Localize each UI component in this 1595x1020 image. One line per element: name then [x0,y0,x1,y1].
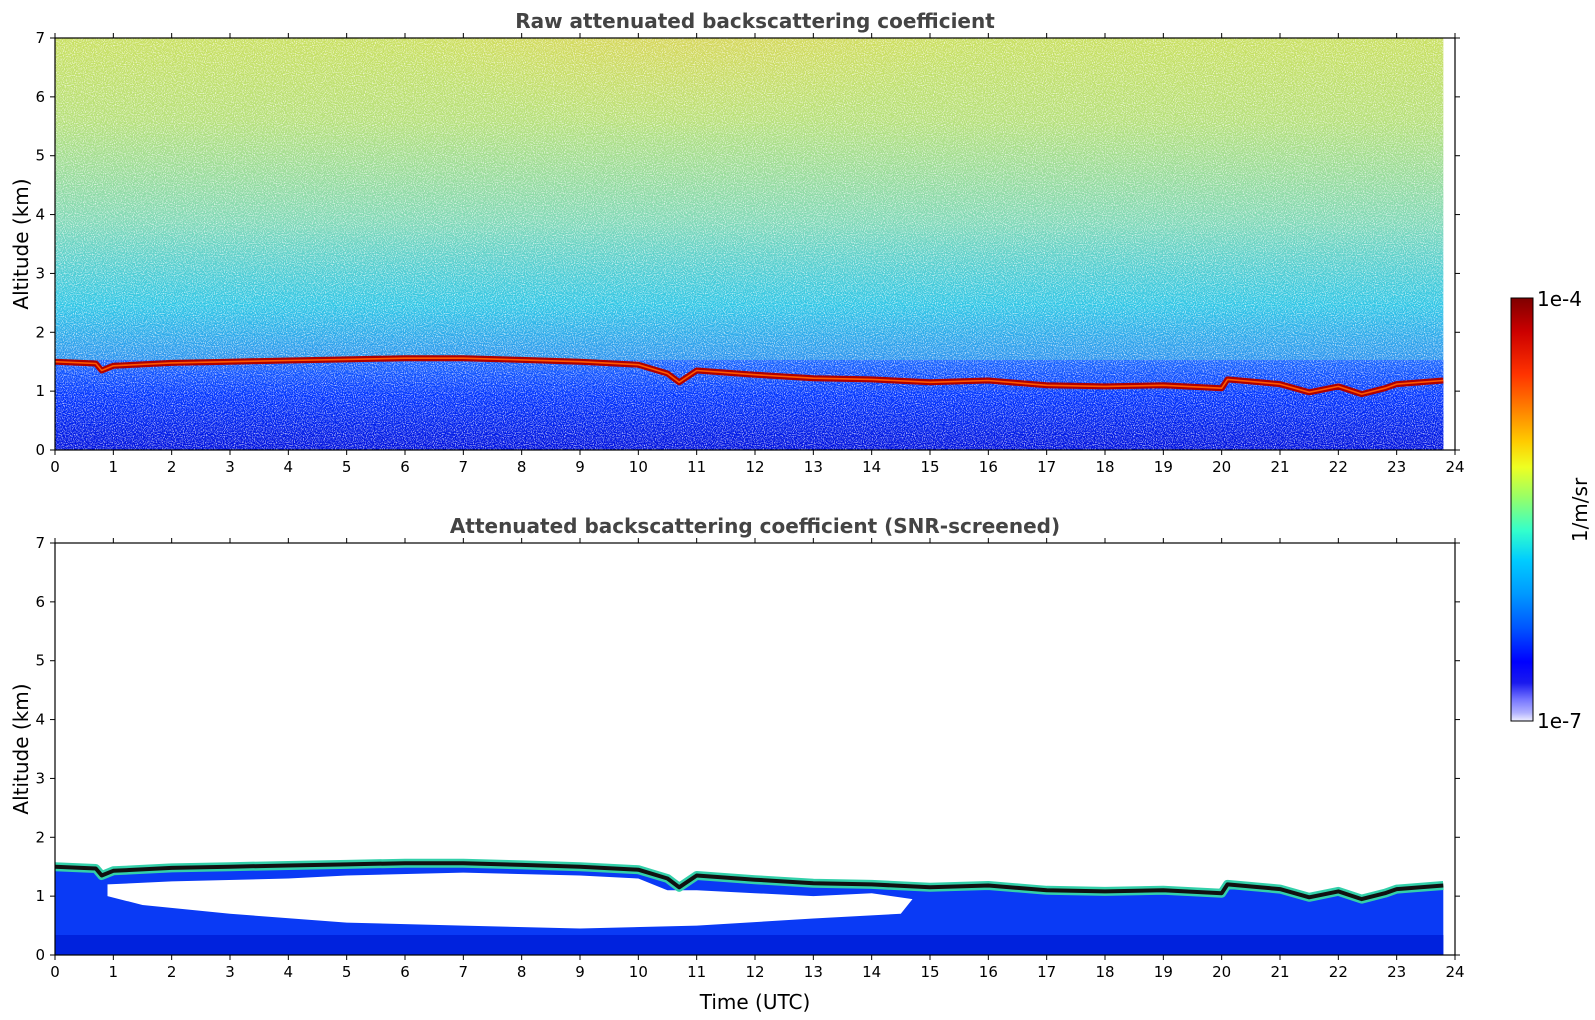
x-axis-label: Time (UTC) [699,990,811,1014]
x-tick-label: 20 [1212,963,1231,981]
x-tick-label: 6 [400,963,410,981]
x-tick-label: 0 [50,963,60,981]
x-tick-label: 9 [575,963,585,981]
x-axis: 0 1 2 3 4 5 6 7 8 9 10 11 12 13 14 15 16 17 18 19 20 21 22 23 24 [50,33,1465,476]
y-tick-label: 1 [35,887,45,905]
y-tick-label: 2 [35,323,45,341]
x-tick-label: 10 [629,963,648,981]
x-tick-label: 2 [167,963,177,981]
y-tick-label: 1 [35,382,45,400]
x-tick-label: 13 [804,458,823,476]
x-tick-label: 12 [745,963,764,981]
x-tick-label: 17 [1037,963,1056,981]
x-tick-label: 23 [1387,963,1406,981]
colorbar-max-label: 1e-4 [1537,287,1582,311]
colorbar: 1e-4 1e-7 1/m/sr [1510,287,1592,733]
x-tick-label: 24 [1445,458,1464,476]
raw-heatmap [55,38,1455,450]
y-tick-label: 3 [35,264,45,282]
x-tick-label: 12 [745,458,764,476]
y-tick-label: 5 [35,652,45,670]
chart-title: Attenuated backscattering coefficient (S… [450,514,1060,538]
raw-noise-overlay [55,38,1444,450]
x-tick-label: 19 [1154,458,1173,476]
y-tick-label: 7 [35,29,45,47]
chart-title: Raw attenuated backscattering coefficien… [515,9,995,33]
raw-cloud-layer-edge [55,357,1444,395]
x-tick-label: 4 [284,963,294,981]
x-tick-label: 19 [1154,963,1173,981]
raw-backscatter-panel: Raw attenuated backscattering coefficien… [9,9,1465,476]
x-tick-label: 14 [862,458,881,476]
y-tick-label: 3 [35,769,45,787]
y-tick-label: 7 [35,534,45,552]
x-tick-label: 2 [167,458,177,476]
x-tick-label: 23 [1387,458,1406,476]
x-tick-label: 22 [1329,458,1348,476]
y-tick-label: 6 [35,88,45,106]
x-tick-label: 17 [1037,458,1056,476]
x-tick-label: 0 [50,458,60,476]
x-tick-label: 15 [920,458,939,476]
x-tick-label: 3 [225,963,235,981]
x-tick-label: 11 [687,963,706,981]
x-tick-label: 4 [284,458,294,476]
screened-clear-region [107,872,913,929]
x-axis: 0 1 2 3 4 5 6 7 8 9 10 11 12 13 14 15 16 17 18 19 20 21 22 23 24 [50,538,1465,981]
x-tick-label: 5 [342,458,352,476]
y-axis: 0 1 2 3 4 5 6 7 [35,29,1460,459]
snr-screened-panel: Attenuated backscattering coefficient (S… [9,514,1465,1014]
x-tick-label: 24 [1445,963,1464,981]
x-tick-label: 11 [687,458,706,476]
x-tick-label: 6 [400,458,410,476]
x-tick-label: 10 [629,458,648,476]
y-tick-label: 0 [35,441,45,459]
y-axis-label: Altitude (km) [9,683,33,814]
x-tick-label: 8 [517,963,527,981]
y-tick-label: 0 [35,946,45,964]
x-tick-label: 1 [109,458,119,476]
x-tick-label: 16 [979,963,998,981]
x-tick-label: 7 [459,963,469,981]
x-tick-label: 14 [862,963,881,981]
x-tick-label: 22 [1329,963,1348,981]
y-tick-label: 6 [35,593,45,611]
x-tick-label: 20 [1212,458,1231,476]
y-tick-label: 4 [35,711,45,729]
screened-cloud-layer [55,861,1444,902]
x-tick-label: 21 [1270,963,1289,981]
y-axis: 0 1 2 3 4 5 6 7 [35,534,1460,964]
x-tick-label: 9 [575,458,585,476]
x-tick-label: 16 [979,458,998,476]
screened-surface-band [55,935,1444,955]
colorbar-gradient [1510,297,1534,722]
x-tick-label: 18 [1095,963,1114,981]
colorbar-min-label: 1e-7 [1537,709,1582,733]
x-tick-label: 13 [804,963,823,981]
x-tick-label: 18 [1095,458,1114,476]
screened-heatmap [55,543,1455,955]
x-tick-label: 15 [920,963,939,981]
x-tick-label: 1 [109,963,119,981]
x-tick-label: 8 [517,458,527,476]
x-tick-label: 21 [1270,458,1289,476]
x-tick-label: 5 [342,963,352,981]
y-axis-label: Altitude (km) [9,178,33,309]
y-tick-label: 5 [35,147,45,165]
y-tick-label: 4 [35,206,45,224]
x-tick-label: 3 [225,458,235,476]
y-tick-label: 2 [35,828,45,846]
colorbar-unit-label: 1/m/sr [1568,477,1592,542]
x-tick-label: 7 [459,458,469,476]
